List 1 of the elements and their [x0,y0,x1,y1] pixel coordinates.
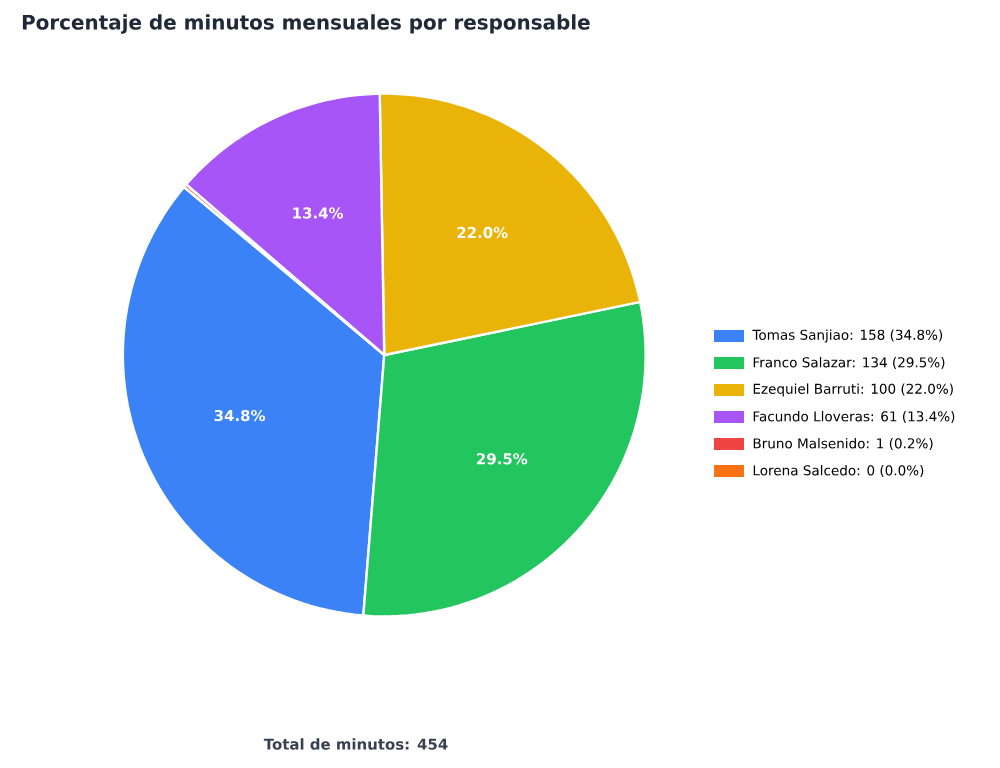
chart-title: Porcentaje de minutos mensuales por responsable [22,14,590,34]
